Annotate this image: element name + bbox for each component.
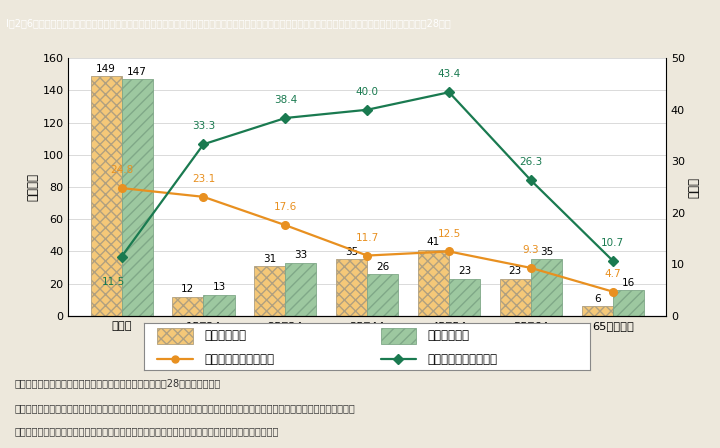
Text: 41: 41 — [427, 237, 440, 247]
Text: 23: 23 — [458, 267, 472, 276]
Bar — [613, 290, 644, 316]
Text: 33: 33 — [294, 250, 307, 260]
Text: 人数（男性）: 人数（男性） — [428, 329, 469, 342]
Text: 4.7: 4.7 — [605, 269, 621, 279]
Text: 23: 23 — [509, 267, 522, 276]
Bar — [204, 295, 235, 316]
Bar — [158, 328, 193, 344]
Text: 9.3: 9.3 — [523, 245, 539, 255]
Bar — [418, 250, 449, 316]
Text: 12.5: 12.5 — [438, 228, 461, 238]
Text: 12: 12 — [181, 284, 194, 294]
Text: 13: 13 — [212, 283, 225, 293]
割合（男性，右目盛） — [445, 90, 454, 95]
Text: 149: 149 — [96, 64, 116, 73]
Bar — [285, 263, 317, 316]
Text: 割合（男性，右目盛）: 割合（男性，右目盛） — [428, 353, 498, 366]
Text: 38.4: 38.4 — [274, 95, 297, 105]
割合（女性，右目盛） — [445, 249, 454, 254]
Text: いている主な理由が「正規の職員・従業員の仕事がないから」とする者の人数及び割合。: いている主な理由が「正規の職員・従業員の仕事がないから」とする者の人数及び割合。 — [14, 426, 279, 436]
Text: 17.6: 17.6 — [274, 202, 297, 212]
Text: 40.0: 40.0 — [356, 87, 379, 97]
Text: 35: 35 — [345, 247, 359, 257]
Y-axis label: （％）: （％） — [688, 177, 701, 198]
割合（男性，右目盛） — [608, 258, 617, 263]
Bar — [449, 279, 480, 316]
Text: 33.3: 33.3 — [192, 121, 215, 131]
Text: I－2－6図　非正規雇用者のうち，現職の雇用形態についている主な理由が「正規の職員・従業員の仕事がないから」とする者の人数及び割合（男女別，平成28年）: I－2－6図 非正規雇用者のうち，現職の雇用形態についている主な理由が「正規の職… — [6, 18, 451, 29]
Text: 26: 26 — [376, 262, 390, 271]
Y-axis label: （万人）: （万人） — [27, 173, 40, 201]
Bar — [367, 274, 398, 316]
Bar — [172, 297, 204, 316]
Text: 23.1: 23.1 — [192, 174, 215, 184]
Line: 割合（女性，右目盛）: 割合（女性，右目盛） — [118, 184, 616, 295]
Text: 24.8: 24.8 — [110, 165, 133, 175]
割合（男性，右目盛） — [526, 178, 535, 183]
Bar — [381, 328, 416, 344]
割合（男性，右目盛） — [199, 142, 208, 147]
割合（男性，右目盛） — [363, 107, 372, 112]
割合（女性，右目盛） — [363, 253, 372, 258]
Text: 6: 6 — [594, 294, 600, 304]
Text: 147: 147 — [127, 67, 147, 77]
割合（女性，右目盛） — [117, 185, 126, 191]
Text: 11.5: 11.5 — [102, 277, 125, 287]
Text: 割合（女性，右目盛）: 割合（女性，右目盛） — [204, 353, 274, 366]
Text: 10.7: 10.7 — [601, 238, 624, 248]
Bar — [254, 266, 285, 316]
Line: 割合（男性，右目盛）: 割合（男性，右目盛） — [118, 88, 616, 264]
割合（男性，右目盛） — [117, 254, 126, 259]
Text: 16: 16 — [621, 278, 635, 288]
割合（女性，右目盛） — [526, 265, 535, 271]
Text: 11.7: 11.7 — [356, 233, 379, 243]
Text: 26.3: 26.3 — [519, 157, 543, 168]
割合（女性，右目盛） — [281, 223, 289, 228]
Text: （備考）１．　総務省「労働力調査（詳細集計）」（平成28年）より作成。: （備考）１． 総務省「労働力調査（詳細集計）」（平成28年）より作成。 — [14, 379, 220, 388]
Text: ２．　非正規の職員・従業員（現職の雇用形態についている理由が不明である者を除く。）のうち，現職の雇用形態につ: ２． 非正規の職員・従業員（現職の雇用形態についている理由が不明である者を除く。… — [14, 403, 355, 413]
Text: 43.4: 43.4 — [438, 69, 461, 79]
割合（女性，右目盛） — [608, 289, 617, 294]
Bar — [531, 259, 562, 316]
Text: 35: 35 — [540, 247, 553, 257]
割合（男性，右目盛） — [281, 115, 289, 121]
Bar — [336, 259, 367, 316]
Bar — [122, 79, 153, 316]
Bar — [500, 279, 531, 316]
Text: 31: 31 — [263, 254, 276, 263]
割合（女性，右目盛） — [199, 194, 208, 199]
Text: 人数（女性）: 人数（女性） — [204, 329, 246, 342]
Bar — [91, 76, 122, 316]
Bar — [582, 306, 613, 316]
